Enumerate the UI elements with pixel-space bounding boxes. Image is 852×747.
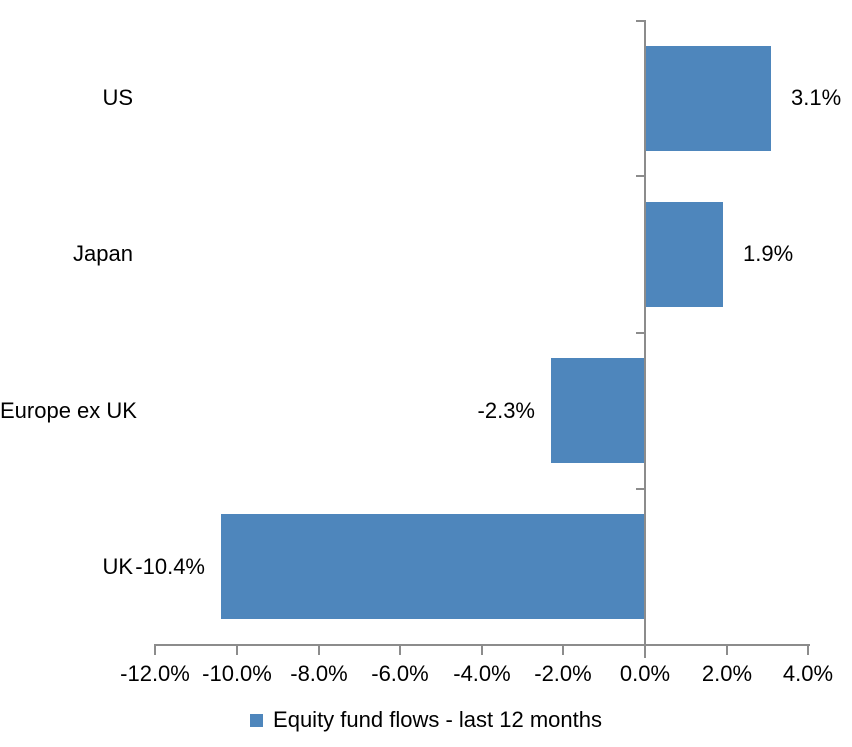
category-tick bbox=[636, 332, 645, 334]
category-label-uk: UK bbox=[102, 554, 133, 579]
x-axis-tick bbox=[236, 645, 238, 655]
x-axis-tick bbox=[562, 645, 564, 655]
category-tick bbox=[636, 488, 645, 490]
category-label-japan: Japan bbox=[73, 241, 133, 266]
bar-us[interactable] bbox=[645, 46, 771, 151]
x-axis-tick bbox=[644, 645, 646, 658]
x-tick-label-7: 2.0% bbox=[701, 661, 753, 686]
category-tick bbox=[636, 175, 645, 177]
bar-uk[interactable] bbox=[221, 514, 645, 619]
x-tick-label-4: -4.0% bbox=[453, 661, 511, 686]
x-axis-tick bbox=[807, 645, 809, 655]
category-tick bbox=[636, 20, 645, 22]
category-label-us: US bbox=[102, 85, 133, 110]
x-tick-label-8: 4.0% bbox=[782, 661, 834, 686]
data-label-uk: -10.4% bbox=[135, 554, 205, 579]
x-tick-label-1: -10.0% bbox=[202, 661, 272, 686]
legend-label: Equity fund flows - last 12 months bbox=[273, 707, 602, 732]
x-axis-tick bbox=[726, 645, 728, 655]
category-label-europe-ex-uk: Europe ex UK bbox=[0, 398, 137, 423]
data-label-us: 3.1% bbox=[791, 85, 842, 110]
x-axis-tick bbox=[154, 645, 156, 655]
data-label-europe-ex-uk: -2.3% bbox=[477, 398, 535, 423]
x-tick-label-6: 0.0% bbox=[619, 661, 671, 686]
x-tick-label-3: -6.0% bbox=[371, 661, 429, 686]
legend-marker-icon bbox=[250, 713, 264, 727]
legend[interactable]: Equity fund flows - last 12 months bbox=[0, 705, 852, 735]
x-tick-label-5: -2.0% bbox=[534, 661, 592, 686]
zero-baseline-axis bbox=[644, 20, 646, 645]
x-axis-tick bbox=[399, 645, 401, 655]
x-tick-label-0: -12.0% bbox=[120, 661, 190, 686]
data-label-japan: 1.9% bbox=[743, 241, 794, 266]
bar-japan[interactable] bbox=[645, 202, 723, 307]
x-axis-tick bbox=[318, 645, 320, 655]
bar-europe-ex-uk[interactable] bbox=[551, 358, 645, 463]
x-tick-label-2: -8.0% bbox=[290, 661, 348, 686]
x-axis-tick bbox=[481, 645, 483, 655]
